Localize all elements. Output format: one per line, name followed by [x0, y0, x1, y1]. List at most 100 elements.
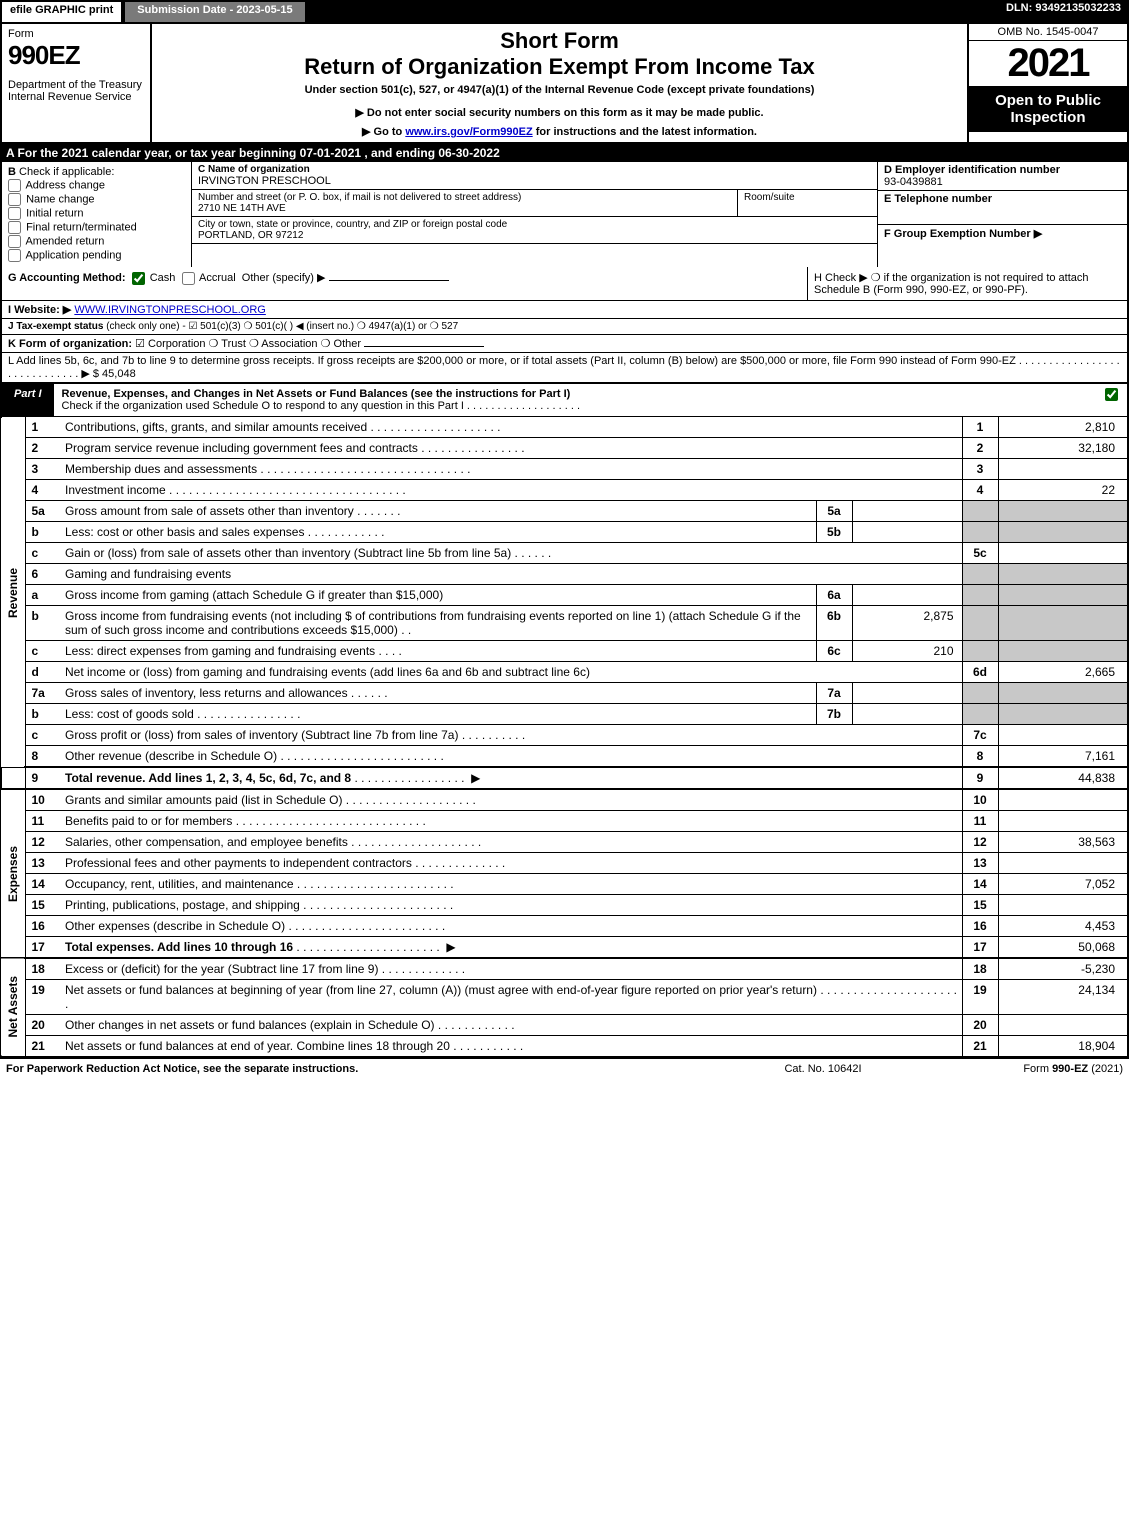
l14-num: 14 — [25, 874, 61, 895]
telephone-box: E Telephone number — [878, 191, 1127, 225]
l4-val: 22 — [998, 480, 1128, 501]
city-label: City or town, state or province, country… — [198, 219, 871, 230]
other-input[interactable] — [329, 280, 449, 281]
l12-num: 12 — [25, 832, 61, 853]
l8-lnum: 8 — [962, 746, 998, 768]
lines-table: Revenue 1 Contributions, gifts, grants, … — [0, 417, 1129, 1057]
l5a-sv — [852, 501, 962, 522]
l5a-sn: 5a — [816, 501, 852, 522]
cb-cash[interactable] — [132, 272, 145, 285]
footer-left: For Paperwork Reduction Act Notice, see … — [6, 1063, 723, 1075]
l7a-gray2 — [998, 683, 1128, 704]
footer-mid: Cat. No. 10642I — [723, 1063, 923, 1075]
cb-final-return[interactable]: Final return/terminated — [8, 221, 185, 234]
l6-num: 6 — [25, 564, 61, 585]
l4-num: 4 — [25, 480, 61, 501]
l7b-sv — [852, 704, 962, 725]
l16-desc: Other expenses (describe in Schedule O) … — [61, 916, 962, 937]
l2-lnum: 2 — [962, 438, 998, 459]
l8-val: 7,161 — [998, 746, 1128, 768]
irs-link[interactable]: www.irs.gov/Form990EZ — [405, 126, 532, 138]
cb-address-change[interactable]: Address change — [8, 179, 185, 192]
form-label: Form — [8, 28, 144, 40]
l7b-num: b — [25, 704, 61, 725]
ein: 93-0439881 — [884, 176, 1121, 188]
l6d-desc: Net income or (loss) from gaming and fun… — [61, 662, 962, 683]
l6a-sv — [852, 585, 962, 606]
cb-name-change[interactable]: Name change — [8, 193, 185, 206]
f-label: F Group Exemption Number ▶ — [884, 228, 1042, 240]
part-1-check[interactable] — [1097, 384, 1127, 416]
l6b-num: b — [25, 606, 61, 641]
l14-lnum: 14 — [962, 874, 998, 895]
l15-val — [998, 895, 1128, 916]
short-form-title: Short Form — [160, 28, 959, 54]
part-1-sub: Check if the organization used Schedule … — [62, 400, 581, 412]
footer: For Paperwork Reduction Act Notice, see … — [0, 1057, 1129, 1079]
l11-num: 11 — [25, 811, 61, 832]
col-b: B Check if applicable: Address change Na… — [2, 162, 192, 267]
l18-desc: Excess or (deficit) for the year (Subtra… — [61, 958, 962, 980]
l13-num: 13 — [25, 853, 61, 874]
street-label: Number and street (or P. O. box, if mail… — [198, 192, 731, 203]
l6d-num: d — [25, 662, 61, 683]
header-left: Form 990EZ Department of the Treasury In… — [2, 24, 152, 142]
l3-desc: Membership dues and assessments . . . . … — [61, 459, 962, 480]
l11-desc: Benefits paid to or for members . . . . … — [61, 811, 962, 832]
l6b-desc: Gross income from fundraising events (no… — [61, 606, 816, 641]
l12-val: 38,563 — [998, 832, 1128, 853]
l6a-sn: 6a — [816, 585, 852, 606]
l3-lnum: 3 — [962, 459, 998, 480]
cb-amended-return[interactable]: Amended return — [8, 235, 185, 248]
website-link[interactable]: WWW.IRVINGTONPRESCHOOL.ORG — [74, 304, 266, 316]
l5a-gray2 — [998, 501, 1128, 522]
form-number: 990EZ — [8, 40, 144, 71]
l8-desc: Other revenue (describe in Schedule O) .… — [61, 746, 962, 768]
goto-suffix: for instructions and the latest informat… — [533, 126, 757, 138]
l6d-val: 2,665 — [998, 662, 1128, 683]
dln: DLN: 93492135032233 — [998, 0, 1129, 24]
l10-val — [998, 789, 1128, 811]
j-text: (check only one) - ☑ 501(c)(3) ❍ 501(c)(… — [106, 321, 458, 332]
part-1-title-text: Revenue, Expenses, and Changes in Net As… — [62, 388, 571, 400]
l21-lnum: 21 — [962, 1036, 998, 1057]
l15-lnum: 15 — [962, 895, 998, 916]
cb-initial-return[interactable]: Initial return — [8, 207, 185, 220]
col-def: D Employer identification number 93-0439… — [877, 162, 1127, 267]
cb-application-pending[interactable]: Application pending — [8, 249, 185, 262]
l5b-gray — [962, 522, 998, 543]
l6-desc: Gaming and fundraising events — [61, 564, 962, 585]
street: 2710 NE 14TH AVE — [198, 203, 731, 214]
col-c: C Name of organization IRVINGTON PRESCHO… — [192, 162, 877, 267]
city-box: City or town, state or province, country… — [192, 217, 877, 244]
l5a-desc: Gross amount from sale of assets other t… — [61, 501, 816, 522]
l17-num: 17 — [25, 937, 61, 959]
l6c-gray — [962, 641, 998, 662]
l7a-sv — [852, 683, 962, 704]
l5b-desc: Less: cost or other basis and sales expe… — [61, 522, 816, 543]
l21-desc: Net assets or fund balances at end of ye… — [61, 1036, 962, 1057]
l21-num: 21 — [25, 1036, 61, 1057]
row-i: I Website: ▶ WWW.IRVINGTONPRESCHOOL.ORG — [0, 301, 1129, 319]
room-box: Room/suite — [737, 190, 877, 216]
org-name-box: C Name of organization IRVINGTON PRESCHO… — [192, 162, 877, 190]
l5a-num: 5a — [25, 501, 61, 522]
l17-desc: Total expenses. Add lines 10 through 16 … — [61, 937, 962, 959]
k-other-input[interactable] — [364, 346, 484, 347]
l6c-num: c — [25, 641, 61, 662]
l7a-desc: Gross sales of inventory, less returns a… — [61, 683, 816, 704]
cb-accrual[interactable] — [182, 272, 195, 285]
part-1-header: Part I Revenue, Expenses, and Changes in… — [0, 384, 1129, 417]
l13-val — [998, 853, 1128, 874]
tax-year: 2021 — [969, 41, 1127, 86]
l15-num: 15 — [25, 895, 61, 916]
i-label: I Website: ▶ — [8, 304, 71, 316]
l1-desc: Contributions, gifts, grants, and simila… — [61, 417, 962, 438]
l10-lnum: 10 — [962, 789, 998, 811]
goto-prefix: ▶ Go to — [362, 126, 405, 138]
side-revenue: Revenue — [1, 417, 25, 767]
l13-lnum: 13 — [962, 853, 998, 874]
l6d-lnum: 6d — [962, 662, 998, 683]
e-label: E Telephone number — [884, 193, 992, 205]
header-right: OMB No. 1545-0047 2021 Open to Public In… — [967, 24, 1127, 142]
